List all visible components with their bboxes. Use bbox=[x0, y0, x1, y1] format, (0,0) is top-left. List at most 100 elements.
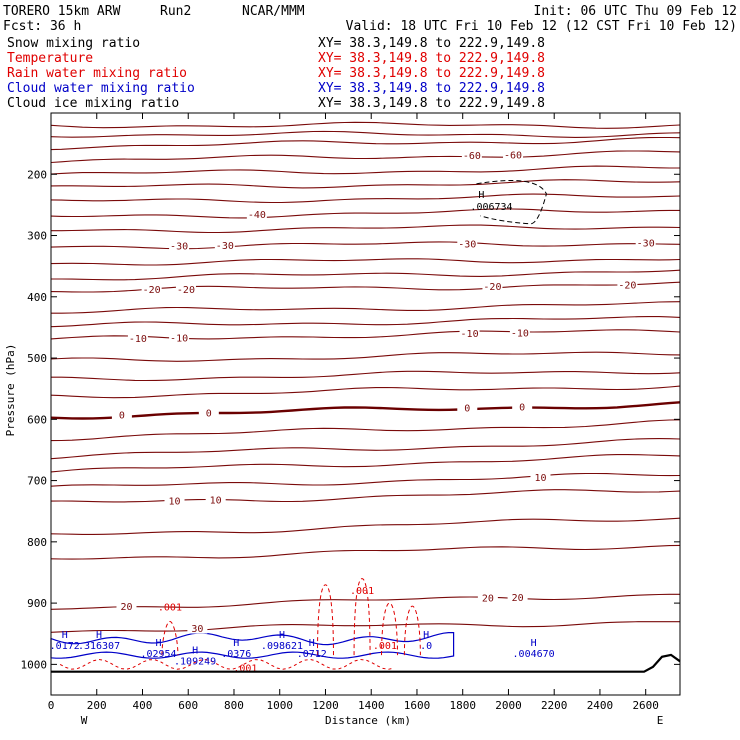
terrain-surface bbox=[51, 653, 681, 673]
y-tick-label-5: 700 bbox=[27, 475, 47, 488]
isotherm-line-10 bbox=[50, 258, 681, 266]
x-tick-label-2: 400 bbox=[133, 699, 153, 712]
isotherm-line-4 bbox=[50, 165, 680, 175]
rain-contour-4 bbox=[403, 605, 421, 656]
isotherm-label-bg-28-0 bbox=[187, 623, 208, 634]
isotherm-label-bg-23-0 bbox=[530, 472, 551, 483]
x-tick-label-7: 1400 bbox=[358, 699, 385, 712]
isotherm-line-25 bbox=[50, 517, 681, 535]
isotherm-label-12-1: -20 bbox=[177, 285, 195, 296]
ice-max-value: .006734 bbox=[470, 202, 512, 213]
isotherm-line-23 bbox=[50, 472, 681, 487]
isotherm-label-12-0: -20 bbox=[143, 285, 161, 296]
isotherm-line-6 bbox=[50, 193, 681, 204]
ice-contour bbox=[476, 179, 547, 225]
cloud-water-max-value-6: .0712 bbox=[297, 649, 327, 660]
x-axis-east-label: E bbox=[657, 714, 664, 727]
isotherm-label-bg-3-1 bbox=[503, 149, 524, 160]
axes: 0 200 400 600 800 1000 1200 1400 1600 1800 2000 220… bbox=[21, 113, 680, 712]
y-tick-label-8: 1000 bbox=[21, 658, 48, 671]
isotherm-line-3 bbox=[50, 150, 681, 164]
isotherm-label-bg-15-0 bbox=[127, 333, 148, 344]
x-tick-label-11: 2200 bbox=[541, 699, 568, 712]
y-tick-label-4: 600 bbox=[27, 413, 47, 426]
isotherm-label-23-0: 10 bbox=[534, 473, 546, 484]
rain-label-3: .001 bbox=[373, 641, 397, 652]
x-tick-label-3: 600 bbox=[178, 699, 198, 712]
cloud-water-max-value-7: .0 bbox=[420, 641, 432, 652]
cloud-water-max-H-3: H bbox=[192, 645, 198, 656]
legend-rain-xy: XY= 38.3,149.8 to 222.9,149.8 bbox=[318, 66, 545, 81]
isotherm-label-bg-12-2 bbox=[482, 281, 503, 292]
header-org: NCAR/MMM bbox=[242, 4, 305, 19]
isotherm-label-bg-24-1 bbox=[205, 495, 226, 506]
cloud-water-max-H-0: H bbox=[62, 630, 68, 641]
isotherm-label-27-1: 20 bbox=[482, 594, 494, 605]
legend-snow-xy: XY= 38.3,149.8 to 222.9,149.8 bbox=[318, 36, 545, 51]
isotherm-line-14 bbox=[50, 316, 681, 328]
isotherm-line-24 bbox=[50, 489, 681, 503]
x-tick-label-9: 1800 bbox=[449, 699, 476, 712]
cloud-water-max-value-3: .109249 bbox=[174, 656, 216, 667]
x-tick-label-8: 1600 bbox=[404, 699, 431, 712]
isotherm-label-bg-19-0 bbox=[111, 409, 132, 420]
header-model: TORERO 15km ARW bbox=[3, 4, 121, 19]
isotherm-line-17 bbox=[51, 370, 681, 382]
isotherm-label-bg-15-1 bbox=[169, 332, 190, 343]
isotherm-line-16 bbox=[50, 351, 681, 362]
isotherm-line-1 bbox=[50, 130, 681, 138]
cloud-water-max-H-8: H bbox=[531, 638, 537, 649]
x-axis-west-label: W bbox=[81, 714, 88, 727]
isotherm-label-bg-3-0 bbox=[461, 150, 482, 161]
cloud-water-max-value-1: .316307 bbox=[78, 641, 120, 652]
isotherm-label-bg-7-0 bbox=[246, 209, 267, 220]
isotherm-label-bg-27-2 bbox=[507, 592, 528, 603]
isotherm-label-bg-19-3 bbox=[512, 402, 533, 413]
isotherm-label-bg-9-1 bbox=[214, 240, 235, 251]
plot-frame bbox=[50, 112, 681, 696]
isotherm-label-15-1: -10 bbox=[170, 333, 188, 344]
isotherm-label-bg-19-1 bbox=[198, 408, 219, 419]
y-tick-label-1: 300 bbox=[27, 230, 47, 243]
isotherm-label-bg-9-2 bbox=[457, 239, 478, 250]
cloud-water-max-H-5: H bbox=[279, 630, 285, 641]
x-tick-label-12: 2400 bbox=[587, 699, 614, 712]
isotherm-label-9-0: -30 bbox=[170, 241, 188, 252]
terrain-line bbox=[51, 653, 681, 673]
isotherm-label-15-0: -10 bbox=[129, 334, 147, 345]
x-tick-label-13: 2600 bbox=[632, 699, 659, 712]
isotherm-label-bg-12-0 bbox=[141, 284, 162, 295]
y-tick-label-6: 800 bbox=[27, 536, 47, 549]
isotherm-line-13 bbox=[51, 301, 681, 314]
cloud-water-max-value-5: .098621 bbox=[261, 641, 303, 652]
rain-label-2: .001 bbox=[233, 664, 257, 675]
isotherm-line-7 bbox=[50, 208, 680, 219]
temperature-isotherms bbox=[50, 121, 681, 633]
cloud-water-max-H-7: H bbox=[423, 630, 429, 641]
isotherm-line-9 bbox=[50, 241, 681, 250]
isotherm-label-15-2: -10 bbox=[461, 329, 479, 340]
legend: Snow mixing ratio XY= 38.3,149.8 to 222.… bbox=[7, 36, 545, 111]
isotherm-label-bg-19-2 bbox=[457, 403, 478, 414]
isotherm-line-26 bbox=[50, 544, 681, 560]
legend-cloud-ice: Cloud ice mixing ratio bbox=[7, 96, 179, 111]
x-tick-label-0: 0 bbox=[48, 699, 55, 712]
isotherm-line-21 bbox=[50, 438, 681, 460]
isotherm-label-19-1: 0 bbox=[206, 409, 212, 420]
legend-cloud-ice-xy: XY= 38.3,149.8 to 222.9,149.8 bbox=[318, 96, 545, 111]
isotherm-line-28 bbox=[50, 621, 680, 633]
cloud-water-max-value-2: .02954 bbox=[140, 649, 176, 660]
isotherm-label-bg-27-1 bbox=[477, 593, 498, 604]
isotherm-label-24-0: 10 bbox=[168, 497, 180, 508]
legend-rain: Rain water mixing ratio bbox=[7, 66, 187, 81]
y-tick-label-2: 400 bbox=[27, 291, 47, 304]
x-tick-label-6: 1200 bbox=[312, 699, 339, 712]
isotherm-label-9-3: -30 bbox=[637, 239, 655, 250]
x-tick-label-4: 800 bbox=[224, 699, 244, 712]
isotherm-line-20 bbox=[50, 419, 681, 442]
header-init: Init: 06 UTC Thu 09 Feb 12 bbox=[534, 4, 738, 19]
isotherm-line-18 bbox=[50, 385, 681, 399]
y-tick-label-0: 200 bbox=[27, 168, 47, 181]
cloud-water-max-H-1: H bbox=[96, 630, 102, 641]
isotherm-label-7-0: -40 bbox=[248, 210, 266, 221]
